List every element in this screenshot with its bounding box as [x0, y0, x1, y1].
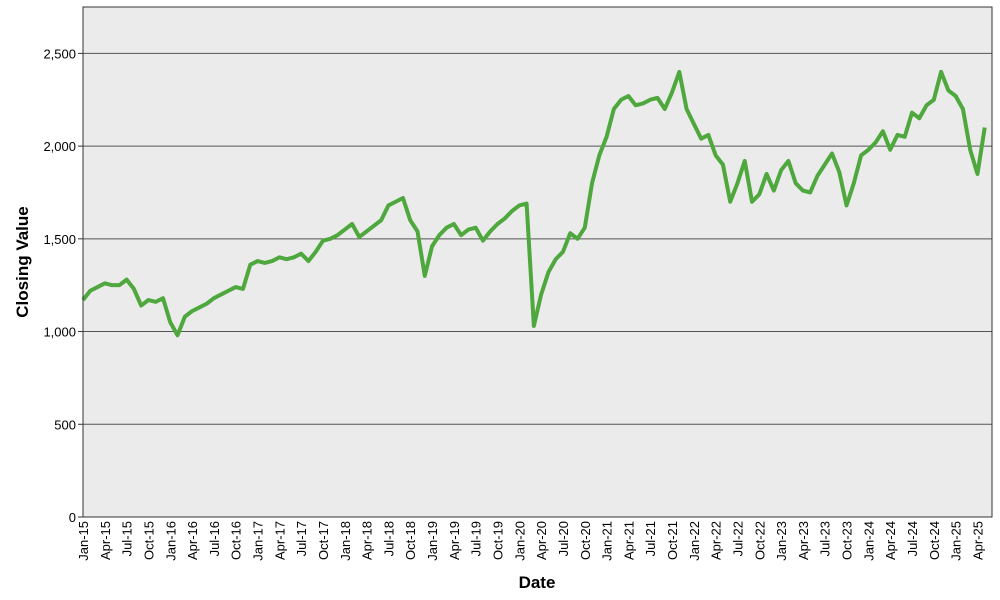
x-tick-label: Oct-15 — [141, 521, 156, 560]
x-tick-label: Apr-22 — [709, 521, 724, 560]
x-tick-label: Jul-16 — [207, 521, 222, 556]
x-tick-label: Jul-17 — [294, 521, 309, 556]
y-tick-label: 500 — [54, 417, 76, 432]
x-tick-label: Oct-21 — [665, 521, 680, 560]
y-axis-title: Closing Value — [13, 206, 32, 317]
x-tick-label: Apr-19 — [447, 521, 462, 560]
x-tick-label: Oct-18 — [403, 521, 418, 560]
x-tick-label: Jan-23 — [774, 521, 789, 561]
marks — [81, 69, 987, 338]
x-tick-label: Jan-19 — [425, 521, 440, 561]
x-tick-label: Jul-24 — [905, 521, 920, 556]
plot-area — [83, 7, 992, 517]
x-tick-label: Jul-21 — [643, 521, 658, 556]
x-tick-label: Jan-21 — [600, 521, 615, 561]
y-tick-label: 2,000 — [43, 139, 76, 154]
x-tick-label: Jan-22 — [687, 521, 702, 561]
y-tick-label: 1,000 — [43, 325, 76, 340]
x-tick-label: Jul-20 — [556, 521, 571, 556]
y-tick-label: 1,500 — [43, 232, 76, 247]
labels: 0 500 1,000 1,500 2,000 2,500 Jan-15 Apr-15 Jul-… — [43, 46, 985, 560]
x-tick-label: Jul-19 — [469, 521, 484, 556]
y-tick-label: 0 — [69, 510, 76, 525]
x-tick-label: Apr-25 — [970, 521, 985, 560]
x-tick-label: Jan-18 — [338, 521, 353, 561]
x-tick-label: Oct-16 — [229, 521, 244, 560]
x-tick-label: Jan-16 — [163, 521, 178, 561]
x-tick-label: Jan-24 — [861, 521, 876, 561]
x-tick-label: Apr-15 — [98, 521, 113, 560]
x-tick-label: Jul-15 — [120, 521, 135, 556]
x-tick-label: Apr-21 — [621, 521, 636, 560]
x-tick-label: Jul-22 — [730, 521, 745, 556]
y-tick-label: 2,500 — [43, 46, 76, 61]
x-tick-label: Oct-22 — [752, 521, 767, 560]
x-tick-label: Apr-24 — [883, 521, 898, 560]
x-tick-label: Oct-19 — [491, 521, 506, 560]
x-tick-label: Oct-17 — [316, 521, 331, 560]
x-tick-label: Oct-20 — [578, 521, 593, 560]
x-tick-label: Apr-16 — [185, 521, 200, 560]
x-tick-label: Apr-18 — [360, 521, 375, 560]
x-tick-label: Apr-17 — [272, 521, 287, 560]
x-tick-label: Jan-25 — [949, 521, 964, 561]
line-series — [81, 69, 987, 338]
x-tick-label: Jan-20 — [512, 521, 527, 561]
x-tick-label: Jul-23 — [818, 521, 833, 556]
x-tick-label: Apr-23 — [796, 521, 811, 560]
x-tick-label: Jan-17 — [251, 521, 266, 561]
x-tick-label: Oct-24 — [927, 521, 942, 560]
x-tick-label: Apr-20 — [534, 521, 549, 560]
plot-frame — [82, 6, 993, 518]
x-tick-label: Oct-23 — [840, 521, 855, 560]
x-tick-label: Jul-18 — [381, 521, 396, 556]
x-tick-label: Jan-15 — [76, 521, 91, 561]
x-axis-title: Date — [519, 573, 556, 592]
